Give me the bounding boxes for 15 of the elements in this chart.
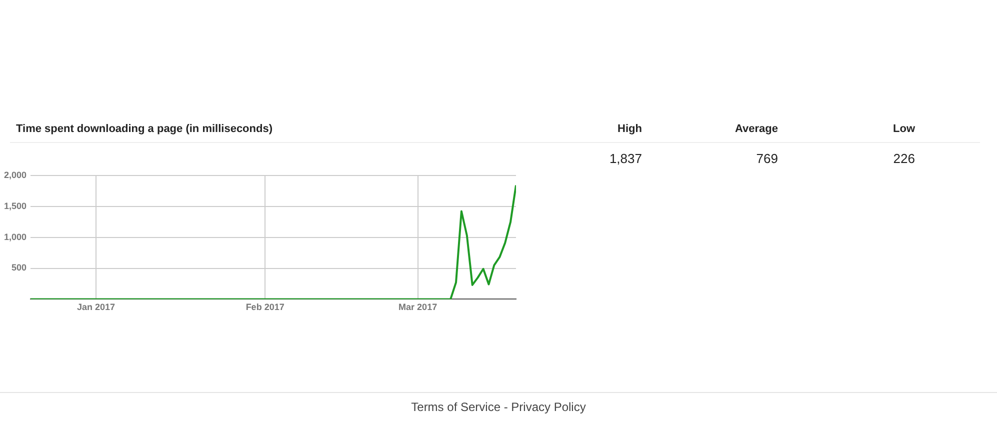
text: 1,837 xyxy=(608,151,642,166)
text: 226 xyxy=(892,151,915,166)
y-tick-label: 2,000 xyxy=(4,170,27,180)
y-tick-label: 500 xyxy=(11,262,27,273)
chart-title: Time spent downloading a page (in milliseconds) xyxy=(16,123,272,135)
category-label: Average xyxy=(734,123,778,135)
x-tick-label: Jan 2017 xyxy=(76,302,115,312)
x-tick-label: Feb 2017 xyxy=(246,302,284,312)
text: 769 xyxy=(755,151,778,166)
category-label: High xyxy=(616,123,642,135)
x-tick-label: Mar 2017 xyxy=(398,302,438,312)
text: Terms of Service - Privacy Policy xyxy=(411,400,586,414)
category-label: Low xyxy=(892,123,915,135)
y-tick-label: 1,500 xyxy=(4,200,27,211)
y-tick-label: 1,000 xyxy=(4,232,27,242)
